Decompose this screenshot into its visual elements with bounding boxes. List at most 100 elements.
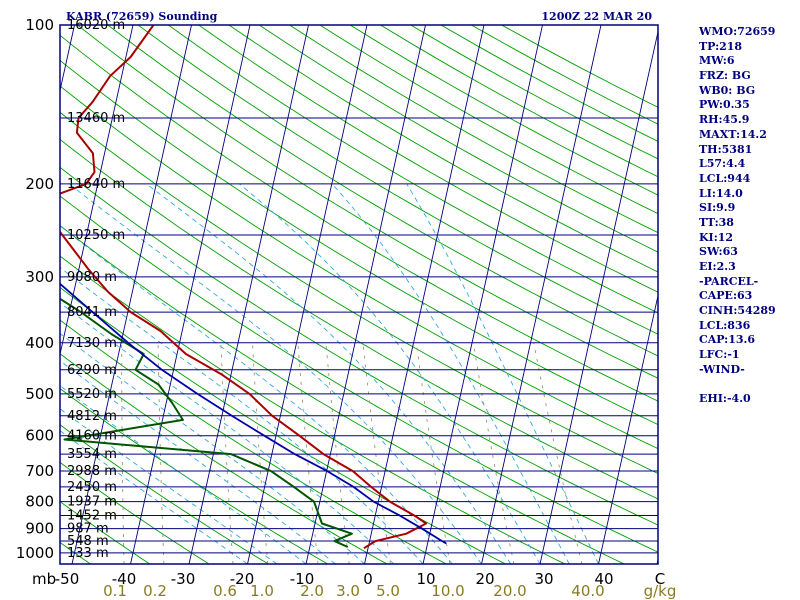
temperature-tick-label: -40	[112, 570, 137, 588]
pressure-label: 400	[25, 334, 54, 352]
pressure-label: 600	[25, 427, 54, 445]
temperature-tick-label: C	[655, 570, 665, 588]
dry-adiabat	[60, 255, 566, 564]
index-line: RH:45.9	[699, 113, 750, 127]
index-line: TT:38	[699, 215, 734, 229]
height-label: 5520 m	[67, 387, 117, 402]
height-label: 2988 m	[67, 464, 117, 479]
dry-adiabat	[60, 461, 210, 564]
height-label: 1452 m	[67, 509, 117, 524]
dry-adiabat	[107, 25, 658, 357]
moist-adiabat	[239, 183, 541, 564]
moist-adiabat	[60, 408, 278, 564]
moist-adiabat	[331, 183, 570, 564]
moist-adiabat	[60, 332, 365, 564]
height-label: 10250 m	[67, 228, 125, 243]
height-label: 133 m	[67, 546, 109, 561]
temperature-tick-label: -50	[55, 570, 80, 588]
stability-indices-panel: WMO:72659 TP:218 MW:6 FRZ: BG WB0: BG PW:0.35…	[699, 25, 799, 407]
dry-adiabat	[60, 286, 506, 564]
dry-adiabat	[258, 25, 658, 253]
height-label: 16020 m	[67, 18, 125, 33]
dry-adiabat	[60, 85, 658, 450]
height-label: 548 m	[67, 534, 109, 549]
height-label: 987 m	[67, 522, 109, 537]
pressure-label: 1000	[16, 544, 54, 562]
pressure-label: 900	[25, 520, 54, 538]
height-label: 1937 m	[67, 495, 117, 510]
mixing-ratio-label: 5.0	[376, 582, 400, 600]
mixing-ratio-label: 10.0	[431, 582, 464, 600]
isotherm	[247, 25, 368, 564]
dry-adiabat	[60, 111, 658, 474]
isotherm	[71, 25, 192, 564]
index-line	[699, 378, 799, 393]
index-line: KI:12	[699, 230, 734, 244]
moist-adiabat	[60, 266, 424, 564]
index-line: LI:14.0	[699, 186, 743, 200]
height-label: 2450 m	[67, 480, 117, 495]
temperature-tick-label: -30	[171, 570, 196, 588]
temperature-tick-label: 40	[594, 570, 613, 588]
index-line: -PARCEL-	[699, 274, 759, 288]
mixing-ratio-label: 0.1	[103, 582, 127, 600]
height-label: 4812 m	[67, 409, 117, 424]
temperature-tick-label: 10	[416, 570, 435, 588]
pressure-label: 700	[25, 462, 54, 480]
index-line: SI:9.9	[699, 201, 736, 215]
index-line: SW:63	[699, 245, 738, 259]
sounding-time: 1200Z 22 MAR 20	[541, 10, 652, 23]
station-title: KABR (72659) Sounding	[66, 10, 218, 23]
height-label: 11640 m	[67, 177, 125, 192]
index-line: L57:4.4	[699, 157, 746, 171]
index-line: TH:5381	[699, 142, 753, 156]
moist-adiabat	[60, 225, 453, 564]
index-line: -WIND-	[699, 362, 745, 376]
moist-adiabat	[60, 430, 248, 564]
dry-adiabat	[60, 166, 658, 526]
index-line: LCL:836	[699, 318, 751, 332]
pressure-label: 100	[25, 16, 54, 34]
mixing-ratio-label: 20.0	[493, 582, 526, 600]
dry-adiabat	[60, 59, 658, 426]
isotherm	[598, 293, 658, 564]
index-line: LCL:944	[699, 171, 751, 185]
temperature-tick-label: 30	[534, 570, 553, 588]
moist-adiabat	[60, 385, 307, 564]
dry-adiabat	[60, 225, 625, 564]
mixing-ratio-label: 0.2	[143, 582, 167, 600]
dry-adiabat	[198, 25, 658, 293]
dry-adiabat	[60, 34, 658, 402]
mixing-ratio-label: 2.0	[300, 582, 324, 600]
moist-adiabat	[60, 360, 336, 564]
mixing-ratio-label: 1.0	[250, 582, 274, 600]
height-label: 7130 m	[67, 336, 117, 351]
x-unit-label: mb	[32, 570, 56, 588]
index-line: WB0: BG	[699, 83, 756, 97]
isotherm	[364, 25, 485, 564]
height-label: 13460 m	[67, 111, 125, 126]
index-line: EI:2.3	[699, 260, 736, 273]
isotherm	[188, 25, 309, 564]
height-label: 8041 m	[67, 305, 117, 320]
temperature-tick-label: -20	[230, 570, 255, 588]
height-label: 6290 m	[67, 363, 117, 378]
index-line: TP:218	[699, 39, 743, 53]
height-label: 3554 m	[67, 447, 117, 462]
parcel-profile	[60, 282, 447, 545]
moist-adiabat	[406, 183, 599, 564]
dry-adiabat	[228, 25, 658, 273]
dry-adiabat	[77, 25, 658, 379]
index-line: MW:6	[699, 54, 735, 68]
dry-adiabat	[168, 25, 658, 314]
mixing-ratio-label: 40.0	[571, 582, 604, 600]
pressure-label: 200	[25, 175, 54, 193]
pressure-label: 300	[25, 268, 54, 286]
moist-adiabat	[60, 302, 395, 564]
temperature-profile	[60, 25, 428, 550]
isotherm	[130, 25, 251, 564]
dry-adiabat	[60, 195, 658, 553]
pressure-label: 800	[25, 493, 54, 511]
temperature-tick-label: 0	[363, 570, 373, 588]
index-line: CAPE:63	[699, 289, 753, 303]
